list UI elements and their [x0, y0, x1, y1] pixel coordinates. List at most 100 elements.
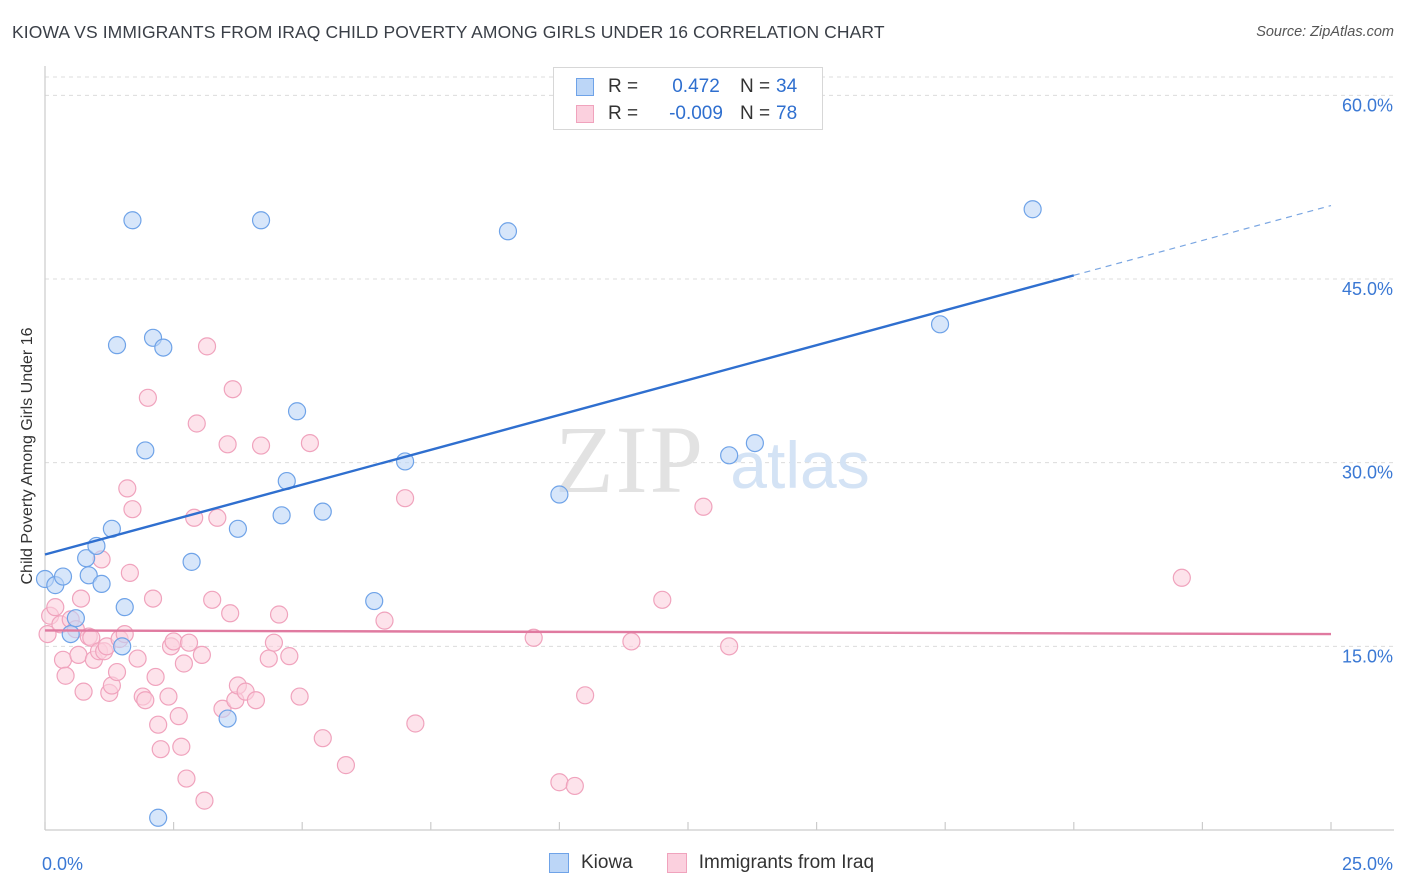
iraq-point	[179, 633, 199, 652]
correlation-row-kiowa: R = 0.472 N = 34	[576, 75, 797, 99]
legend-item-iraq[interactable]: Immigrants from Iraq	[666, 852, 875, 874]
iraq-point	[269, 605, 289, 624]
iraq-point	[128, 649, 147, 668]
legend-label-iraq: Immigrants from Iraq	[698, 852, 875, 873]
kiowa-point	[149, 808, 168, 827]
kiowa-point	[154, 338, 173, 357]
iraq-point	[375, 611, 394, 630]
iraq-point	[143, 589, 163, 608]
iraq-swatch	[576, 105, 594, 123]
r-label: R =	[608, 76, 639, 97]
kiowa-point	[251, 211, 271, 230]
iraq-point	[251, 436, 271, 455]
y-tick-label: 15.0%	[1342, 646, 1393, 666]
iraq-point	[406, 714, 425, 733]
kiowa-point	[113, 637, 132, 656]
x-tick-label: 25.0%	[1342, 854, 1393, 874]
iraq-point	[69, 645, 88, 665]
iraq-point	[223, 380, 242, 399]
iraq-point	[138, 388, 157, 407]
iraq-point	[720, 637, 739, 656]
kiowa-swatch	[576, 78, 594, 96]
iraq-point	[177, 769, 196, 788]
kiowa-point	[228, 519, 247, 538]
kiowa-point	[53, 567, 73, 586]
iraq-point	[169, 707, 188, 726]
kiowa-point	[550, 485, 569, 504]
iraq-point	[53, 650, 73, 669]
iraq-point	[576, 686, 595, 705]
n-value: 78	[776, 103, 798, 124]
kiowa-legend-swatch	[549, 853, 569, 873]
kiowa-point	[745, 433, 764, 453]
correlation-row-iraq: R = -0.009 N = 78	[576, 102, 797, 126]
iraq-point	[197, 337, 217, 356]
n-label: N =	[740, 103, 771, 124]
iraq-point	[221, 604, 240, 623]
iraq-point	[300, 433, 320, 453]
kiowa-trend-line	[44, 274, 1075, 556]
kiowa-point	[107, 336, 127, 355]
kiowa-point	[365, 591, 384, 611]
n-value: 34	[776, 76, 798, 97]
iraq-point	[164, 632, 183, 651]
legend-item-kiowa[interactable]: Kiowa	[549, 852, 633, 874]
iraq-point	[218, 435, 237, 454]
iraq-point	[694, 497, 713, 516]
iraq-point	[264, 633, 284, 652]
iraq-point	[259, 649, 278, 668]
iraq-point	[46, 598, 65, 617]
iraq-point	[136, 691, 155, 710]
iraq-point	[195, 791, 214, 810]
iraq-point	[550, 773, 569, 792]
r-value: 0.472	[672, 76, 720, 97]
watermark-zip: ZIP	[555, 406, 705, 513]
iraq-point	[524, 628, 543, 647]
kiowa-point	[1023, 200, 1042, 219]
kiowa-point	[930, 315, 950, 334]
kiowa-point	[123, 211, 142, 230]
y-tick-label: 30.0%	[1342, 463, 1393, 483]
series-iraq-points	[38, 337, 1191, 810]
iraq-point	[203, 590, 222, 609]
kiowa-point	[272, 506, 291, 525]
iraq-point	[107, 662, 127, 682]
source-label: Source: ZipAtlas.com	[1256, 24, 1394, 40]
r-value: -0.009	[669, 103, 723, 124]
iraq-point	[290, 687, 309, 706]
axes	[44, 66, 1394, 831]
iraq-point	[192, 645, 211, 665]
iraq-point	[71, 589, 91, 608]
iraq-point	[151, 740, 170, 759]
chart-title: KIOWA VS IMMIGRANTS FROM IRAQ CHILD POVE…	[12, 22, 885, 42]
legend: Kiowa Immigrants from Iraq	[549, 852, 908, 874]
correlation-box: R = 0.472 N = 34 R = -0.009 N = 78	[553, 67, 823, 130]
iraq-point	[149, 715, 168, 734]
iraq-point	[313, 729, 332, 748]
iraq-point	[395, 489, 415, 508]
kiowa-point	[182, 552, 201, 571]
gridlines	[45, 76, 1394, 647]
kiowa-point	[115, 598, 134, 617]
iraq-point	[74, 682, 93, 701]
kiowa-point	[720, 446, 739, 465]
iraq-trend-line	[44, 629, 1332, 636]
iraq-point	[118, 479, 137, 498]
kiowa-point	[498, 222, 518, 241]
iraq-point	[120, 563, 139, 582]
x-tick-label: 0.0%	[42, 854, 83, 874]
legend-label-kiowa: Kiowa	[581, 852, 633, 873]
iraq-point	[280, 647, 299, 666]
iraq-point	[187, 414, 206, 433]
iraq-point	[653, 590, 672, 609]
kiowa-point	[313, 502, 332, 521]
iraq-point	[1172, 568, 1191, 587]
iraq-point	[146, 667, 165, 687]
kiowa-point	[218, 709, 237, 728]
r-label: R =	[608, 103, 639, 124]
iraq-point	[174, 654, 193, 673]
iraq-point	[246, 691, 266, 710]
n-label: N =	[740, 76, 771, 97]
trend-lines	[44, 204, 1332, 636]
